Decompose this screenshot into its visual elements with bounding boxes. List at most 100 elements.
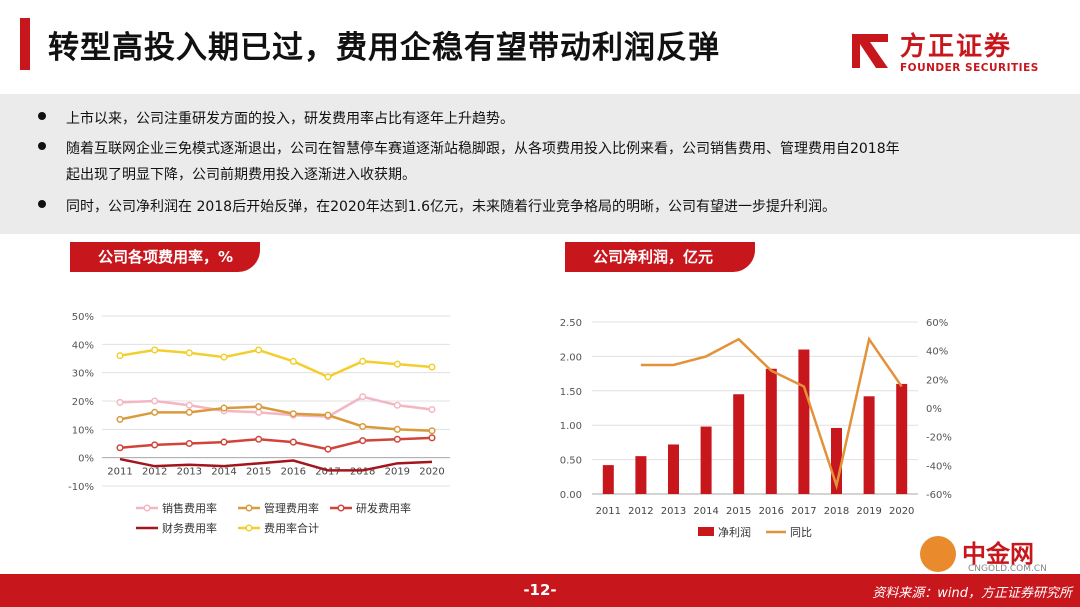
legend-label: 管理费用率 xyxy=(264,501,319,515)
x-tick-label: 2015 xyxy=(726,506,751,517)
x-tick-label: 2018 xyxy=(350,467,375,478)
bullet-text: 随着互联网企业三免模式逐渐退出，公司在智慧停车赛道逐渐站稳脚跟，从各项费用投入比… xyxy=(66,141,900,157)
legend-marker xyxy=(143,504,151,512)
x-tick-label: 2015 xyxy=(246,467,271,478)
x-tick-label: 2017 xyxy=(791,506,816,517)
bar-净利润 xyxy=(765,368,777,494)
cngold-watermark: 中金网 CNGOLD.COM.CN xyxy=(920,530,1070,578)
x-tick-label: 2017 xyxy=(315,467,340,478)
x-tick-label: 2014 xyxy=(211,467,236,478)
data-point xyxy=(220,353,228,361)
data-point xyxy=(185,408,193,416)
bar-净利润 xyxy=(733,394,745,494)
y2-tick-label: 60% xyxy=(926,318,948,329)
x-tick-label: 2018 xyxy=(824,506,849,517)
data-point xyxy=(151,397,159,405)
data-point xyxy=(393,360,401,368)
net-profit-chart: 0.00 0.50 1.00 1.50 2.00 2.50 -60% -40% -20% 0% 20… xyxy=(560,318,952,539)
x-tick-label: 2014 xyxy=(693,506,718,517)
legend-label: 费用率合计 xyxy=(264,521,319,535)
legend-label: 研发费用率 xyxy=(356,501,411,515)
x-tick-label: 2016 xyxy=(281,467,306,478)
x-tick-label: 2019 xyxy=(385,467,410,478)
bullet-dot-icon xyxy=(38,112,46,120)
y2-tick-label: 40% xyxy=(926,347,948,358)
data-point xyxy=(255,403,263,411)
series-line-管理费用率 xyxy=(119,405,433,432)
bullet-dot-icon xyxy=(38,200,46,208)
x-tick-label: 2011 xyxy=(107,467,132,478)
data-point xyxy=(220,438,228,446)
bar-净利润 xyxy=(831,427,842,494)
x-tick-label: 2012 xyxy=(142,467,167,478)
data-point xyxy=(359,357,367,365)
series-line-费用率合计 xyxy=(119,348,433,379)
data-point xyxy=(185,439,193,448)
founder-logo: 方正证券 FOUNDER SECURITIES xyxy=(848,24,1038,80)
data-point xyxy=(393,401,401,409)
legend-label: 净利润 xyxy=(718,525,751,539)
bar-净利润 xyxy=(798,349,810,494)
data-point xyxy=(359,393,367,401)
data-point xyxy=(428,427,436,435)
data-point xyxy=(393,425,401,433)
legend-marker xyxy=(245,524,253,532)
y-tick-label: -10% xyxy=(68,482,94,493)
data-point xyxy=(255,408,263,416)
y-tick-label: 20% xyxy=(72,397,94,408)
data-point xyxy=(359,422,367,431)
data-point xyxy=(116,398,124,406)
y2-tick-label: 0% xyxy=(926,404,942,415)
bullet-dot-icon xyxy=(38,142,46,150)
data-point xyxy=(428,363,436,371)
data-point xyxy=(324,445,332,453)
data-point xyxy=(151,346,159,354)
source-note: 资料来源：wind，方正证券研究所 xyxy=(872,586,1072,601)
y2-tick-label: -40% xyxy=(926,461,952,472)
watermark-text-en: CNGOLD.COM.CN xyxy=(968,564,1047,574)
data-point xyxy=(428,405,436,414)
logo-text-cn: 方正证券 xyxy=(900,32,1013,62)
x-tick-label: 2019 xyxy=(856,506,881,517)
founder-logo-icon xyxy=(852,34,888,68)
x-tick-label: 2016 xyxy=(759,506,784,517)
y-tick-label: 0.00 xyxy=(560,490,582,501)
data-point xyxy=(116,352,124,360)
watermark-text-cn: 中金网 xyxy=(962,540,1034,568)
data-point xyxy=(359,437,367,445)
data-point xyxy=(289,438,297,446)
logo-text-en: FOUNDER SECURITIES xyxy=(900,62,1039,74)
legend-marker xyxy=(337,504,345,512)
x-tick-label: 2011 xyxy=(596,506,621,517)
legend-marker xyxy=(245,504,253,512)
y2-tick-label: -20% xyxy=(926,433,952,444)
page-number: -12- xyxy=(523,581,557,599)
bullet-text: 同时，公司净利润在 2018后开始反弹，在2020年达到1.6亿元，未来随着行业… xyxy=(66,199,836,215)
data-point xyxy=(324,373,332,381)
y-tick-label: 1.50 xyxy=(560,387,582,398)
legend-label: 同比 xyxy=(790,526,812,539)
y-tick-label: 0% xyxy=(78,454,94,465)
bar-净利润 xyxy=(896,383,908,494)
page-title: 转型高投入期已过，费用企稳有望带动利润反弹 xyxy=(48,30,720,66)
y-tick-label: 2.00 xyxy=(560,352,582,363)
data-point xyxy=(151,441,159,449)
y2-tick-label: -60% xyxy=(926,490,952,501)
y-tick-label: 40% xyxy=(72,340,94,351)
data-point xyxy=(255,435,263,443)
footer-bar: -12- 资料来源：wind，方正证券研究所 xyxy=(0,574,1080,607)
y-tick-label: 30% xyxy=(72,369,94,380)
legend-label: 销售费用率 xyxy=(162,501,217,515)
left-chart-title: 公司各项费用率，% xyxy=(70,242,260,272)
expense-ratio-chart: -10% 0% 10% 20% 30% 40% 50% 2011 2012 2013 2014 201… xyxy=(68,312,450,535)
y-tick-label: 50% xyxy=(72,312,94,323)
title-bar: 转型高投入期已过，费用企稳有望带动利润反弹 方正证券 FOUNDER SECUR… xyxy=(0,0,1080,90)
data-point xyxy=(116,415,124,423)
data-point xyxy=(220,404,228,412)
bar-净利润 xyxy=(602,465,614,494)
cngold-logo-icon xyxy=(920,536,956,572)
x-tick-label: 2020 xyxy=(889,506,914,517)
bar-净利润 xyxy=(635,456,647,494)
bar-净利润 xyxy=(700,426,712,494)
series-line-研发费用率 xyxy=(119,436,433,451)
